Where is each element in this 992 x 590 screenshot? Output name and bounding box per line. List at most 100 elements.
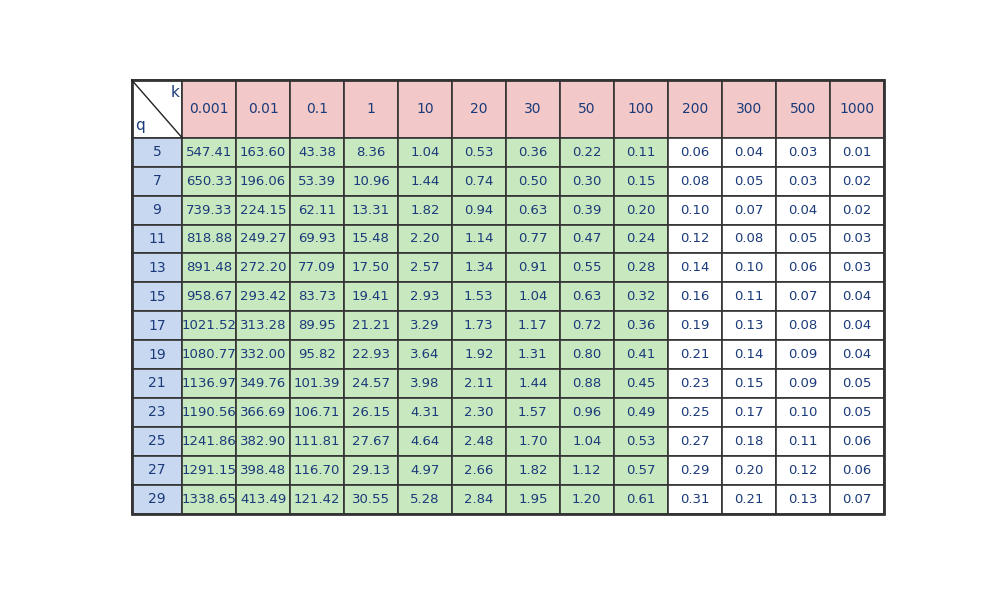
Text: 2.84: 2.84 xyxy=(464,493,494,506)
Bar xyxy=(829,254,884,282)
Bar xyxy=(452,225,506,254)
Bar xyxy=(668,369,721,398)
Text: 3.64: 3.64 xyxy=(411,348,439,361)
Text: 0.10: 0.10 xyxy=(680,204,709,217)
Bar xyxy=(132,398,183,427)
Bar xyxy=(829,138,884,167)
Bar xyxy=(398,282,452,311)
Bar xyxy=(452,254,506,282)
Bar xyxy=(614,369,668,398)
Bar xyxy=(452,138,506,167)
Text: 0.80: 0.80 xyxy=(572,348,601,361)
Text: 196.06: 196.06 xyxy=(240,175,286,188)
Text: 0.10: 0.10 xyxy=(788,406,817,419)
Bar xyxy=(829,282,884,311)
Text: 1.34: 1.34 xyxy=(464,261,494,274)
Bar xyxy=(398,138,452,167)
Text: 0.36: 0.36 xyxy=(626,319,656,332)
Bar xyxy=(183,484,236,513)
Bar xyxy=(829,167,884,196)
Bar xyxy=(721,254,776,282)
Bar xyxy=(236,340,290,369)
Bar xyxy=(506,254,559,282)
Text: 0.08: 0.08 xyxy=(734,232,763,245)
Bar xyxy=(132,455,183,484)
Text: 1.04: 1.04 xyxy=(572,435,601,448)
Text: 1.92: 1.92 xyxy=(464,348,494,361)
Bar xyxy=(776,369,829,398)
Bar xyxy=(721,369,776,398)
Text: 0.06: 0.06 xyxy=(842,435,871,448)
Text: 300: 300 xyxy=(735,102,762,116)
Bar xyxy=(668,80,721,138)
Bar xyxy=(506,455,559,484)
Text: 200: 200 xyxy=(682,102,708,116)
Bar xyxy=(290,455,344,484)
Bar xyxy=(290,369,344,398)
Text: 224.15: 224.15 xyxy=(240,204,287,217)
Text: 30: 30 xyxy=(524,102,542,116)
Bar xyxy=(829,369,884,398)
Bar xyxy=(829,455,884,484)
Text: 89.95: 89.95 xyxy=(299,319,336,332)
Bar xyxy=(183,455,236,484)
Text: 0.09: 0.09 xyxy=(788,377,817,390)
Bar xyxy=(236,80,290,138)
Bar xyxy=(398,398,452,427)
Bar xyxy=(183,167,236,196)
Text: 0.74: 0.74 xyxy=(464,175,494,188)
Bar xyxy=(668,455,721,484)
Bar xyxy=(506,80,559,138)
Bar xyxy=(236,369,290,398)
Bar xyxy=(132,80,183,138)
Text: 249.27: 249.27 xyxy=(240,232,287,245)
Bar xyxy=(132,196,183,225)
Bar xyxy=(614,484,668,513)
Bar xyxy=(559,80,614,138)
Text: 25: 25 xyxy=(148,434,166,448)
Text: 0.63: 0.63 xyxy=(572,290,601,303)
Bar xyxy=(452,455,506,484)
Text: 0.05: 0.05 xyxy=(788,232,817,245)
Bar xyxy=(506,225,559,254)
Text: 349.76: 349.76 xyxy=(240,377,286,390)
Bar xyxy=(290,311,344,340)
Bar xyxy=(132,138,183,167)
Bar xyxy=(183,369,236,398)
Bar xyxy=(506,196,559,225)
Bar xyxy=(236,484,290,513)
Bar xyxy=(668,484,721,513)
Text: 13: 13 xyxy=(148,261,166,275)
Text: 83.73: 83.73 xyxy=(298,290,336,303)
Bar xyxy=(506,311,559,340)
Text: 0.06: 0.06 xyxy=(842,464,871,477)
Text: 0.14: 0.14 xyxy=(680,261,709,274)
Text: 17.50: 17.50 xyxy=(352,261,390,274)
Bar xyxy=(506,138,559,167)
Bar xyxy=(829,196,884,225)
Bar xyxy=(721,311,776,340)
Text: 1021.52: 1021.52 xyxy=(182,319,237,332)
Text: 0.49: 0.49 xyxy=(626,406,656,419)
Bar xyxy=(614,398,668,427)
Bar xyxy=(236,427,290,455)
Text: 0.04: 0.04 xyxy=(842,348,871,361)
Text: 0.16: 0.16 xyxy=(680,290,709,303)
Bar xyxy=(398,427,452,455)
Text: 1190.56: 1190.56 xyxy=(182,406,236,419)
Bar xyxy=(452,196,506,225)
Text: 2.66: 2.66 xyxy=(464,464,494,477)
Bar xyxy=(344,455,398,484)
Text: 332.00: 332.00 xyxy=(240,348,287,361)
Text: 1.04: 1.04 xyxy=(411,146,439,159)
Bar xyxy=(559,340,614,369)
Text: 1.04: 1.04 xyxy=(518,290,548,303)
Text: 0.45: 0.45 xyxy=(626,377,656,390)
Bar xyxy=(559,254,614,282)
Text: 69.93: 69.93 xyxy=(299,232,336,245)
Text: 0.03: 0.03 xyxy=(788,146,817,159)
Bar xyxy=(776,398,829,427)
Text: 15: 15 xyxy=(148,290,166,304)
Bar xyxy=(132,427,183,455)
Bar xyxy=(506,340,559,369)
